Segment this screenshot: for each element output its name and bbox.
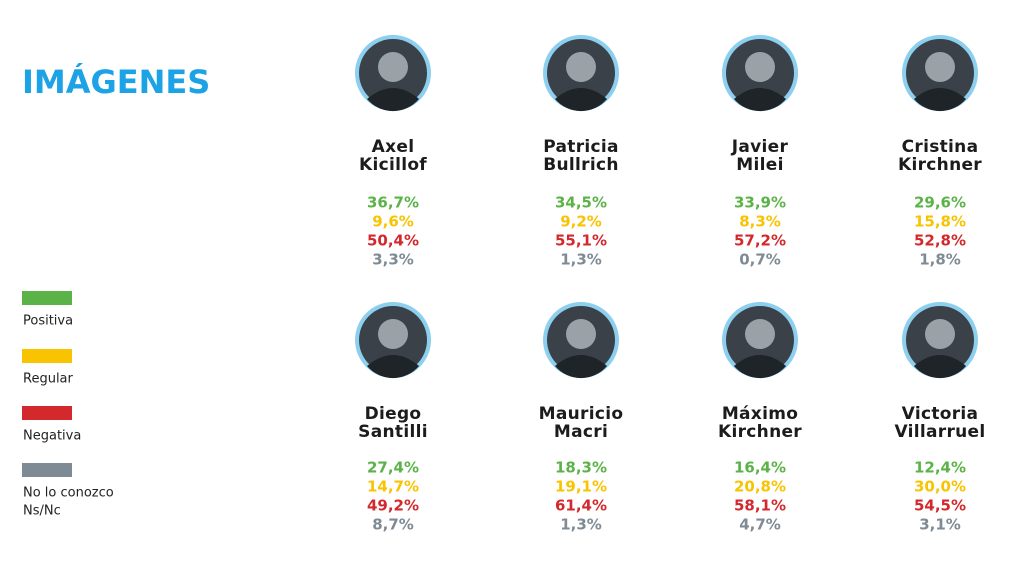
rating-value: 18,3% [555, 459, 607, 477]
legend-swatch [22, 406, 72, 420]
person-name: Victoria [902, 404, 979, 424]
photo-head [378, 52, 408, 82]
photo-head [745, 52, 775, 82]
rating-value: 4,7% [739, 516, 781, 534]
rating-value: 58,1% [734, 497, 786, 515]
person-name: Diego [365, 404, 422, 424]
rating-value: 30,0% [914, 478, 966, 496]
person-name: Macri [554, 422, 608, 442]
photo-body [734, 355, 786, 379]
title: IMÁGENES [22, 63, 210, 101]
photo-body [367, 355, 419, 379]
legend-swatch [22, 291, 72, 305]
rating-value: 61,4% [555, 497, 607, 515]
rating-value: 57,2% [734, 232, 786, 250]
rating-value: 12,4% [914, 459, 966, 477]
legend-label: No lo conozco [23, 486, 114, 501]
legend-label: Ns/Nc [23, 504, 61, 519]
person-name: Javier [731, 137, 789, 157]
rating-value: 52,8% [914, 232, 966, 250]
photo-head [925, 52, 955, 82]
person-name: Máximo [722, 404, 798, 424]
photo-body [555, 88, 607, 112]
photo-head [745, 319, 775, 349]
rating-value: 0,7% [739, 251, 781, 269]
rating-value: 19,1% [555, 478, 607, 496]
legend-label: Regular [23, 372, 74, 387]
rating-value: 9,2% [560, 213, 602, 231]
rating-value: 16,4% [734, 459, 786, 477]
photo-body [914, 88, 966, 112]
legend-label: Positiva [23, 314, 73, 329]
rating-value: 20,8% [734, 478, 786, 496]
photo-body [367, 88, 419, 112]
legend-swatch [22, 463, 72, 477]
rating-value: 54,5% [914, 497, 966, 515]
person-name: Mauricio [539, 404, 624, 424]
legend-swatch [22, 349, 72, 363]
person-name: Cristina [902, 137, 979, 157]
person-name: Kirchner [718, 422, 802, 442]
rating-value: 8,3% [739, 213, 781, 231]
rating-value: 3,3% [372, 251, 414, 269]
rating-value: 27,4% [367, 459, 419, 477]
legend-label: Negativa [23, 429, 81, 444]
photo-body [555, 355, 607, 379]
rating-value: 15,8% [914, 213, 966, 231]
person-name: Patricia [543, 137, 619, 157]
rating-value: 29,6% [914, 194, 966, 212]
person-name: Santilli [358, 422, 428, 442]
rating-value: 9,6% [372, 213, 414, 231]
photo-head [378, 319, 408, 349]
photo-head [925, 319, 955, 349]
rating-value: 1,3% [560, 516, 602, 534]
person-name: Bullrich [543, 155, 619, 175]
rating-value: 1,3% [560, 251, 602, 269]
rating-value: 8,7% [372, 516, 414, 534]
person-name: Milei [736, 155, 783, 175]
person-name: Kirchner [898, 155, 982, 175]
rating-value: 55,1% [555, 232, 607, 250]
person-name: Axel [372, 137, 415, 157]
photo-head [566, 52, 596, 82]
rating-value: 50,4% [367, 232, 419, 250]
photo-body [734, 88, 786, 112]
rating-value: 34,5% [555, 194, 607, 212]
rating-value: 33,9% [734, 194, 786, 212]
person-name: Kicillof [359, 155, 427, 175]
rating-value: 36,7% [367, 194, 419, 212]
rating-value: 14,7% [367, 478, 419, 496]
rating-value: 49,2% [367, 497, 419, 515]
photo-head [566, 319, 596, 349]
rating-value: 3,1% [919, 516, 961, 534]
rating-value: 1,8% [919, 251, 961, 269]
photo-body [914, 355, 966, 379]
person-name: Villarruel [894, 422, 985, 442]
